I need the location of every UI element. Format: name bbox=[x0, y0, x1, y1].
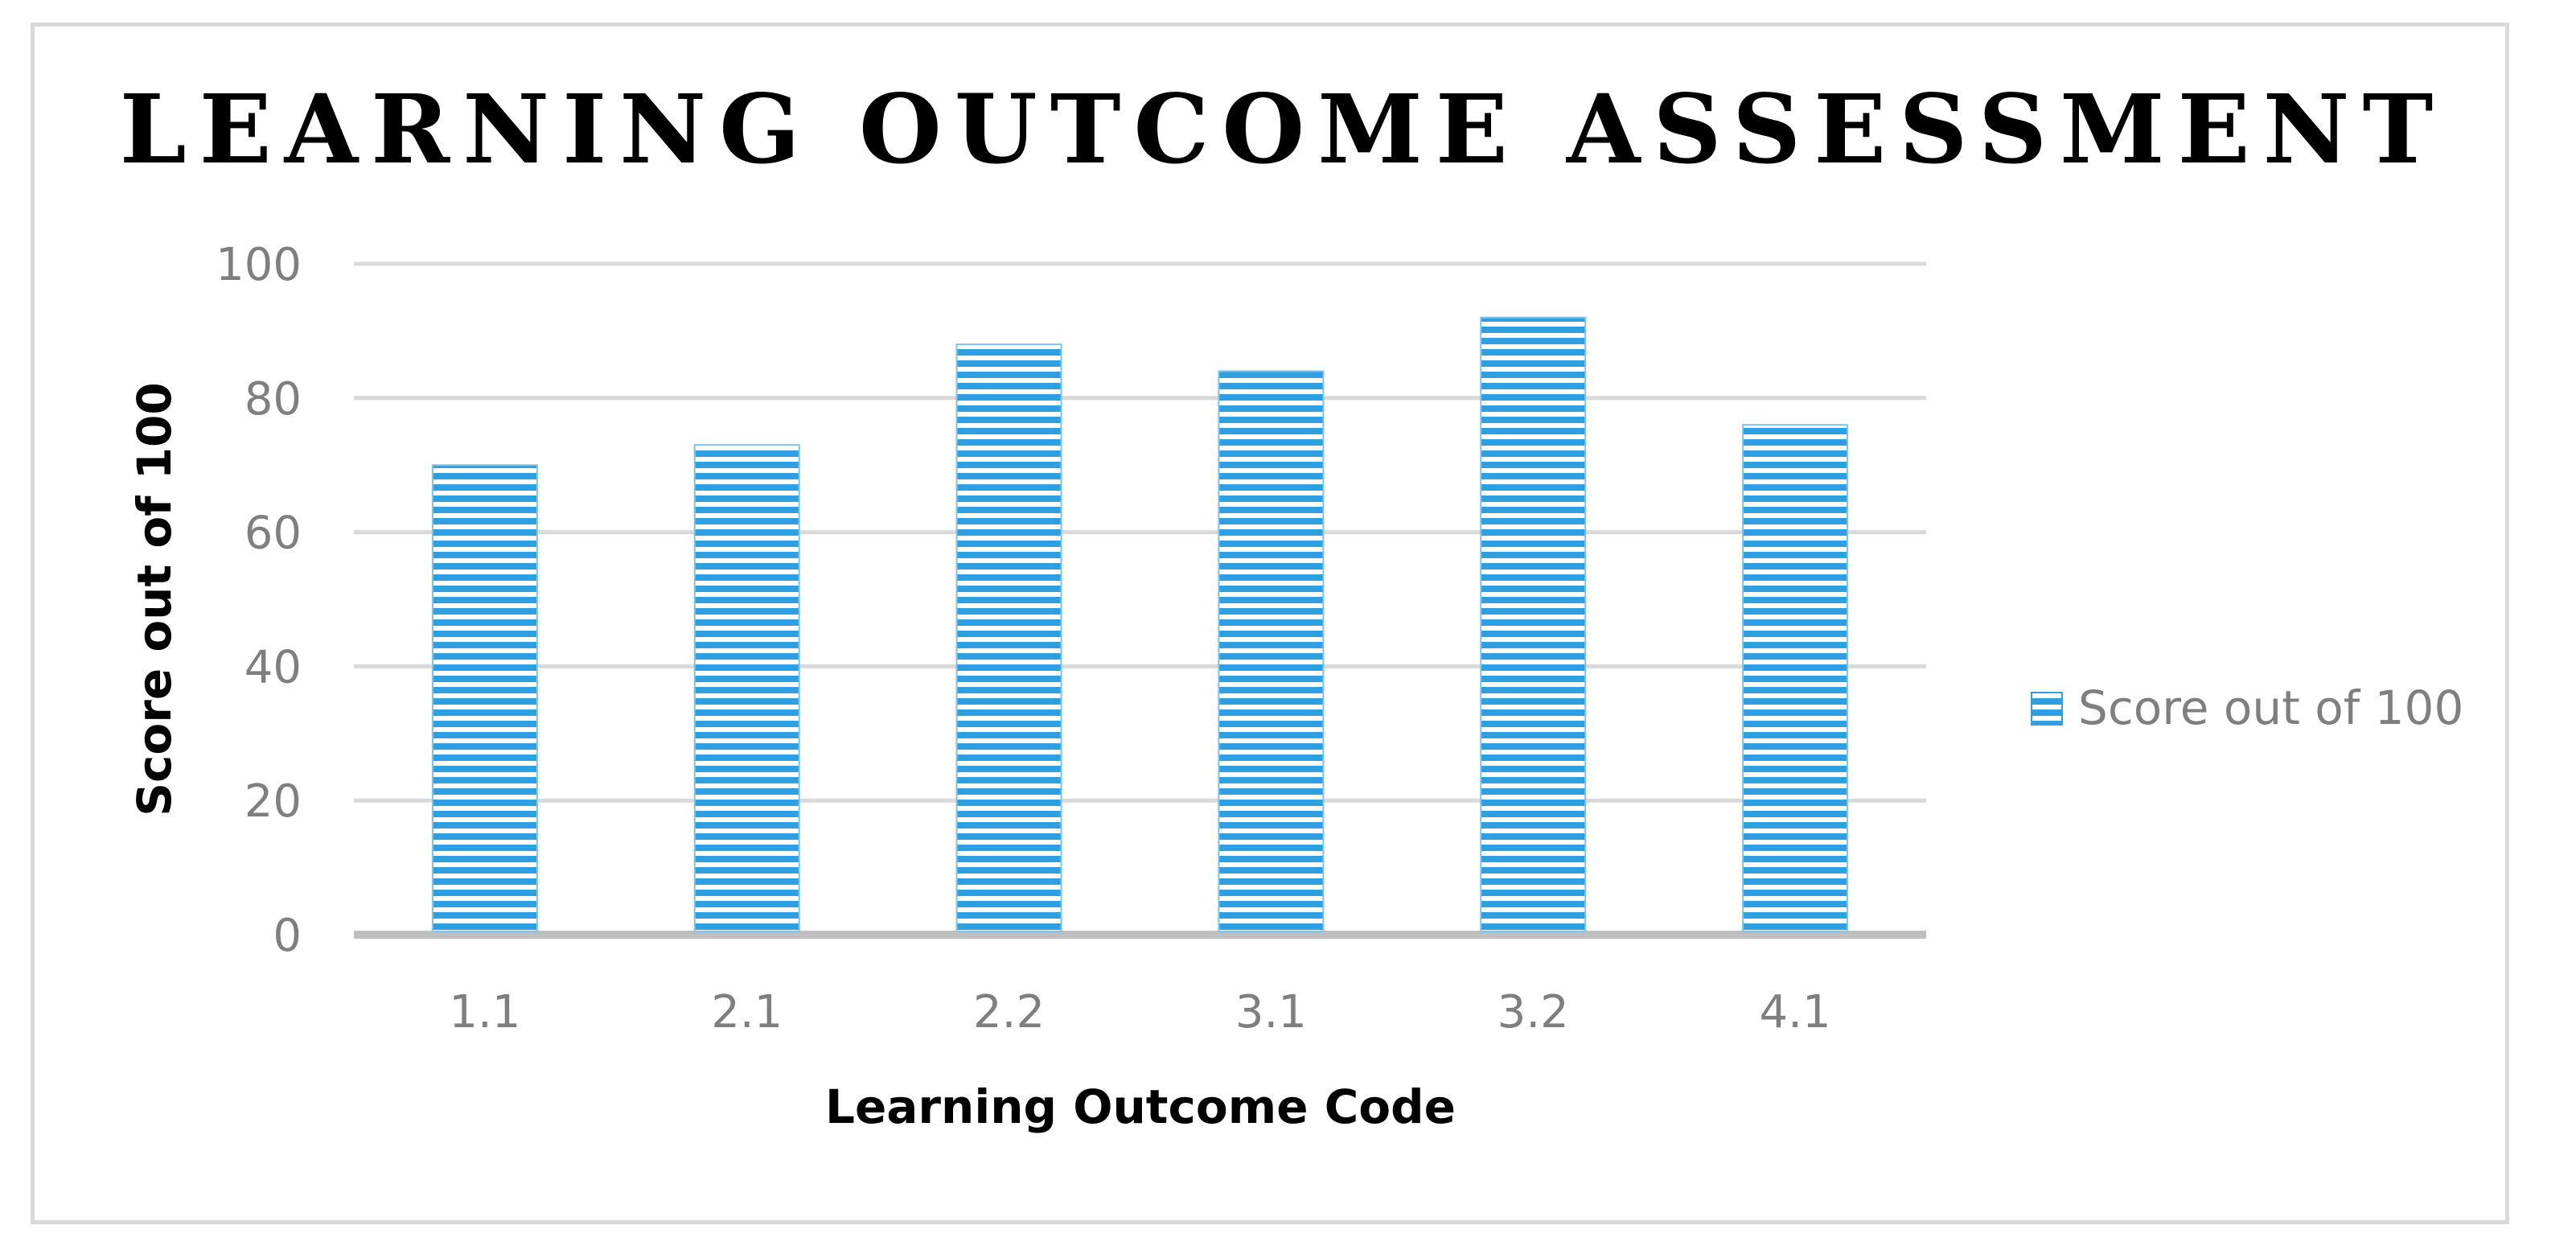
x-tick-label: 1.1 bbox=[449, 986, 520, 1038]
bar-2.1 bbox=[693, 444, 800, 932]
y-axis-title: Score out of 100 bbox=[127, 382, 182, 816]
x-axis-title: Learning Outcome Code bbox=[825, 1079, 1456, 1134]
y-tick-label: 0 bbox=[273, 910, 302, 962]
x-tick-label: 2.2 bbox=[973, 986, 1045, 1038]
y-tick-label: 100 bbox=[216, 239, 302, 291]
legend-swatch bbox=[2031, 692, 2063, 726]
bars bbox=[431, 316, 1849, 933]
y-tick-label: 20 bbox=[244, 775, 302, 828]
y-tick-label: 60 bbox=[244, 508, 302, 560]
y-axis-ticks: 0 20 40 60 80 100 bbox=[216, 239, 302, 962]
legend: Score out of 100 bbox=[2031, 681, 2463, 735]
x-tick-label: 3.1 bbox=[1235, 986, 1307, 1038]
gridlines bbox=[354, 261, 1926, 939]
y-tick-label: 40 bbox=[244, 641, 302, 693]
legend-label: Score out of 100 bbox=[2078, 681, 2463, 735]
x-tick-label: 4.1 bbox=[1760, 986, 1831, 1038]
x-tick-label: 2.1 bbox=[711, 986, 783, 1038]
chart-title: LEARNING OUTCOME ASSESSMENT bbox=[120, 73, 2447, 185]
bar-3.1 bbox=[1218, 370, 1325, 932]
bar-1.1 bbox=[431, 464, 538, 932]
bar-2.2 bbox=[955, 343, 1062, 932]
bar-4.1 bbox=[1742, 424, 1849, 932]
x-axis-ticks: 1.1 2.1 2.2 3.1 3.2 4.1 bbox=[449, 986, 1830, 1038]
x-tick-label: 3.2 bbox=[1498, 986, 1569, 1038]
y-tick-label: 80 bbox=[244, 373, 302, 426]
bar-3.2 bbox=[1480, 316, 1587, 933]
